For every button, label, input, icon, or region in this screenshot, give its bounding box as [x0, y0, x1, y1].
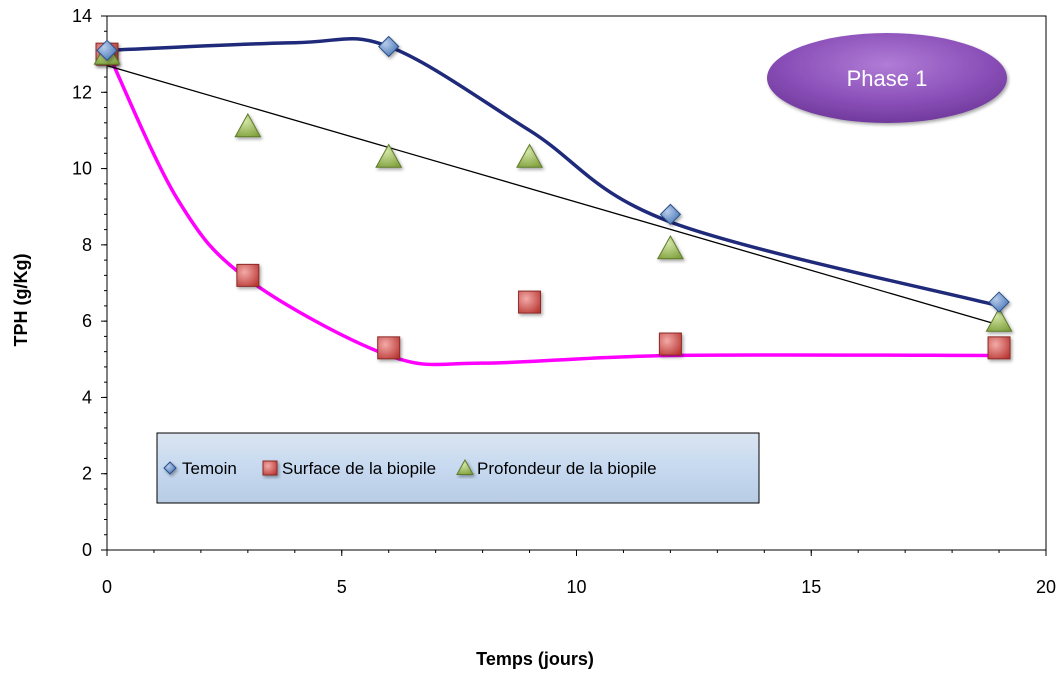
legend-label: Profondeur de la biopile	[477, 459, 657, 478]
data-markers	[93, 35, 1013, 360]
y-tick-label: 14	[72, 6, 92, 26]
x-tick-label: 0	[102, 577, 112, 597]
fit-lines	[105, 36, 1001, 367]
data-point-square	[987, 336, 1011, 360]
legend-marker-diamond	[163, 461, 177, 475]
data-point-triangle	[234, 112, 262, 138]
x-axis-title: Temps (jours)	[476, 649, 594, 669]
data-point-square	[377, 336, 401, 360]
y-tick-label: 8	[82, 235, 92, 255]
data-point-triangle	[516, 143, 544, 168]
data-point-square	[658, 332, 682, 356]
y-tick-label: 6	[82, 311, 92, 331]
y-tick-label: 2	[82, 464, 92, 484]
data-point-square	[236, 263, 260, 287]
smooth-fit-curve-1	[105, 36, 1001, 308]
phase-badge: Phase 1	[767, 33, 1007, 123]
y-tick-label: 0	[82, 540, 92, 560]
legend: Temoin Surface de la biopile Profondeur de…	[156, 432, 760, 504]
data-point-diamond	[988, 291, 1010, 313]
smooth-fit-curve-2	[105, 48, 1001, 367]
legend-marker-square	[262, 460, 278, 476]
x-tick-label: 10	[566, 577, 586, 597]
data-point-diamond	[96, 39, 118, 62]
data-point-square	[518, 290, 542, 314]
legend-marker-triangle	[456, 458, 474, 475]
y-tick-label: 12	[72, 82, 92, 102]
phase-badge-label: Phase 1	[847, 66, 928, 91]
data-point-triangle	[656, 234, 684, 260]
data-point-triangle	[985, 307, 1013, 332]
axes: 0 2 4 6 8 10 12 14 0 5 10 15 20	[72, 6, 1056, 597]
linear-trend-line	[106, 64, 1000, 326]
y-tick-label: 4	[82, 387, 92, 407]
legend-box	[156, 432, 760, 504]
legend-label: Temoin	[182, 459, 237, 478]
data-point-diamond	[659, 203, 682, 226]
phase-badge-shape	[767, 33, 1007, 123]
x-tick-label: 20	[1036, 577, 1056, 597]
y-tick-label: 10	[72, 159, 92, 179]
data-point-diamond	[377, 35, 400, 58]
legend-label: Surface de la biopile	[282, 459, 436, 478]
x-tick-label: 5	[337, 577, 347, 597]
x-tick-label: 15	[801, 577, 821, 597]
data-point-triangle	[375, 143, 403, 168]
y-axis-title: TPH (g/Kg)	[11, 254, 31, 347]
